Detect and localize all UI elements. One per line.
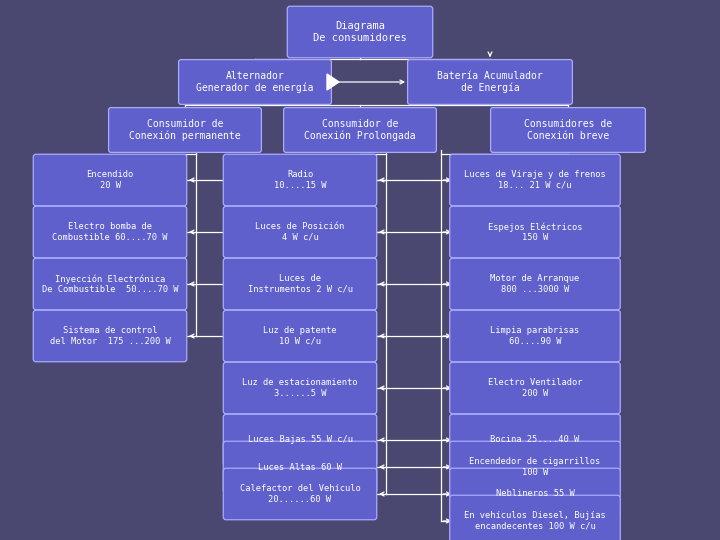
FancyBboxPatch shape	[223, 154, 377, 206]
Text: Inyección Electrónica
De Combustible  50....70 W: Inyección Electrónica De Combustible 50.…	[42, 274, 179, 294]
FancyBboxPatch shape	[490, 107, 645, 152]
FancyBboxPatch shape	[223, 258, 377, 310]
Text: Electro Ventilador
200 W: Electro Ventilador 200 W	[487, 379, 582, 397]
FancyBboxPatch shape	[287, 6, 433, 58]
Text: Encendedor de cigarrillos
100 W: Encendedor de cigarrillos 100 W	[469, 457, 600, 477]
Text: Luces Bajas 55 W c/u: Luces Bajas 55 W c/u	[248, 435, 353, 444]
FancyBboxPatch shape	[33, 310, 186, 362]
FancyBboxPatch shape	[223, 206, 377, 258]
Text: Consumidores de
Conexión breve: Consumidores de Conexión breve	[524, 119, 612, 141]
Text: Luces de Viraje y de frenos
18... 21 W c/u: Luces de Viraje y de frenos 18... 21 W c…	[464, 170, 606, 190]
Text: Radio
10....15 W: Radio 10....15 W	[274, 170, 326, 190]
Text: Sistema de control
del Motor  175 ...200 W: Sistema de control del Motor 175 ...200 …	[50, 326, 171, 346]
FancyBboxPatch shape	[223, 310, 377, 362]
FancyBboxPatch shape	[450, 310, 620, 362]
FancyBboxPatch shape	[408, 59, 572, 104]
Text: En vehículos Diesel, Bujías
encandecentes 100 W c/u: En vehículos Diesel, Bujías encandecente…	[464, 511, 606, 531]
Text: Luces de Posición
4 W c/u: Luces de Posición 4 W c/u	[256, 222, 345, 242]
Text: Bocina 25....40 W: Bocina 25....40 W	[490, 435, 580, 444]
Polygon shape	[327, 74, 339, 90]
FancyBboxPatch shape	[284, 107, 436, 152]
Text: Luces Altas 60 W: Luces Altas 60 W	[258, 462, 342, 471]
FancyBboxPatch shape	[450, 154, 620, 206]
Text: Encendido
20 W: Encendido 20 W	[86, 170, 134, 190]
FancyBboxPatch shape	[223, 362, 377, 414]
FancyBboxPatch shape	[223, 441, 377, 493]
FancyBboxPatch shape	[179, 59, 331, 104]
Text: Batería Acumulador
de Energía: Batería Acumulador de Energía	[437, 71, 543, 93]
Text: Consumidor de
Conexión Prolongada: Consumidor de Conexión Prolongada	[304, 119, 416, 141]
Text: Limpia parabrisas
60....90 W: Limpia parabrisas 60....90 W	[490, 326, 580, 346]
Text: Alternador
Generador de energía: Alternador Generador de energía	[197, 71, 314, 93]
Text: Diagrama
De consumidores: Diagrama De consumidores	[313, 21, 407, 43]
FancyBboxPatch shape	[33, 154, 186, 206]
FancyBboxPatch shape	[33, 206, 186, 258]
Text: Calefactor del Vehículo
20......60 W: Calefactor del Vehículo 20......60 W	[240, 484, 361, 504]
Text: Neblineros 55 W: Neblineros 55 W	[495, 489, 575, 498]
FancyBboxPatch shape	[450, 362, 620, 414]
FancyBboxPatch shape	[450, 258, 620, 310]
FancyBboxPatch shape	[450, 468, 620, 520]
FancyBboxPatch shape	[223, 414, 377, 466]
FancyBboxPatch shape	[450, 441, 620, 493]
FancyBboxPatch shape	[223, 468, 377, 520]
FancyBboxPatch shape	[450, 206, 620, 258]
FancyBboxPatch shape	[33, 258, 186, 310]
Text: Luces de
Instrumentos 2 W c/u: Luces de Instrumentos 2 W c/u	[248, 274, 353, 294]
Text: Consumidor de
Conexión permanente: Consumidor de Conexión permanente	[129, 119, 240, 141]
Text: Luz de estacionamiento
3......5 W: Luz de estacionamiento 3......5 W	[242, 379, 358, 397]
Text: Luz de patente
10 W c/u: Luz de patente 10 W c/u	[264, 326, 337, 346]
FancyBboxPatch shape	[450, 414, 620, 466]
Text: Motor de Arranque
800 ...3000 W: Motor de Arranque 800 ...3000 W	[490, 274, 580, 294]
FancyBboxPatch shape	[450, 495, 620, 540]
Text: Espejos Eléctricos
150 W: Espejos Eléctricos 150 W	[487, 222, 582, 242]
FancyBboxPatch shape	[109, 107, 261, 152]
Text: Electro bomba de
Combustible 60....70 W: Electro bomba de Combustible 60....70 W	[53, 222, 168, 242]
